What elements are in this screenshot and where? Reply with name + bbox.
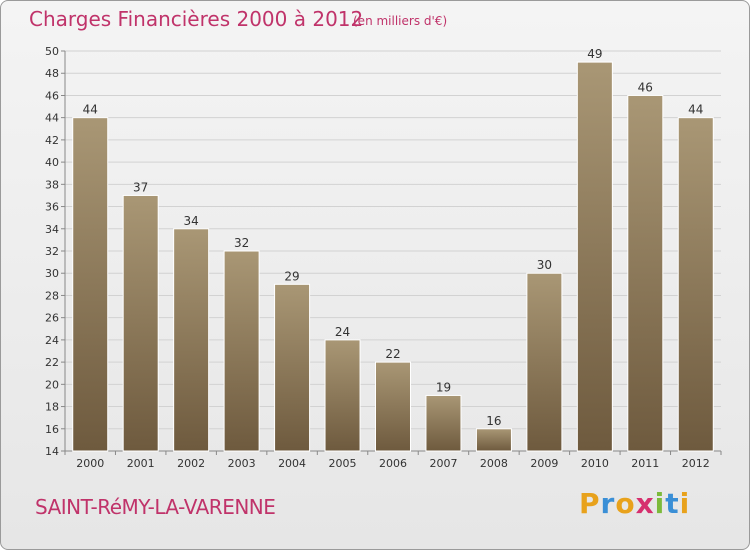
data-label: 44 — [83, 103, 98, 117]
data-label: 30 — [537, 258, 552, 272]
logo-letter: i — [679, 487, 691, 520]
data-label: 37 — [133, 180, 148, 194]
y-tick-label: 46 — [45, 89, 59, 102]
y-tick-label: 36 — [45, 201, 59, 214]
x-tick-label: 2003 — [228, 457, 256, 470]
data-label: 49 — [587, 47, 602, 61]
data-label: 22 — [385, 347, 400, 361]
town-name: SAINT-RéMY-LA-VARENNE — [35, 495, 276, 519]
data-label: 19 — [436, 380, 451, 394]
y-tick-label: 16 — [45, 423, 59, 436]
bar-2009 — [526, 272, 563, 452]
x-tick-label: 2006 — [379, 457, 407, 470]
bar-2003 — [223, 250, 260, 452]
data-label: 29 — [284, 269, 299, 283]
logo-letter: P — [579, 487, 601, 520]
x-tick-label: 2001 — [127, 457, 155, 470]
y-tick-label: 48 — [45, 67, 59, 80]
y-tick-label: 26 — [45, 312, 59, 325]
y-tick-label: 34 — [45, 223, 59, 236]
bar-2000 — [72, 117, 109, 452]
x-tick-label: 2012 — [682, 457, 710, 470]
y-tick-label: 22 — [45, 356, 59, 369]
logo-letter: i — [654, 487, 666, 520]
chart-title: Charges Financières 2000 à 2012 — [29, 7, 364, 31]
bar-2008 — [475, 428, 512, 452]
x-tick-label: 2008 — [480, 457, 508, 470]
x-tick-label: 2000 — [76, 457, 104, 470]
y-tick-label: 38 — [45, 178, 59, 191]
x-tick-label: 2004 — [278, 457, 306, 470]
bar-2012 — [677, 117, 714, 452]
y-tick-label: 18 — [45, 401, 59, 414]
logo-letter: t — [665, 487, 680, 520]
y-tick-label: 28 — [45, 289, 59, 302]
data-label: 44 — [688, 103, 703, 117]
labels: 14 16 18 20 22 24 26 28 30 32 34 36 38 40 42 44 46 48 50 44… — [45, 45, 710, 470]
y-tick-label: 40 — [45, 156, 59, 169]
chart-unit: (en milliers d'€) — [353, 14, 448, 28]
logo-letter: x — [635, 487, 655, 520]
bar-2010 — [576, 61, 613, 452]
data-label: 46 — [638, 80, 653, 94]
x-tick-label: 2010 — [581, 457, 609, 470]
logo-letter: r — [600, 487, 616, 520]
x-tick-label: 2007 — [429, 457, 457, 470]
bar-2002 — [173, 228, 210, 452]
bar-2006 — [375, 361, 411, 452]
logo-letter: o — [615, 487, 636, 520]
y-tick-label: 32 — [45, 245, 59, 258]
x-tick-label: 2002 — [177, 457, 205, 470]
y-tick-label: 50 — [45, 45, 59, 58]
data-label: 24 — [335, 325, 350, 339]
y-tick-label: 14 — [45, 445, 59, 458]
bar-2001 — [122, 194, 159, 452]
y-tick-label: 30 — [45, 267, 59, 280]
y-tick-label: 24 — [45, 334, 59, 347]
bar-2005 — [324, 339, 361, 452]
data-label: 34 — [184, 214, 199, 228]
proxiti-logo: Proxiti — [579, 487, 690, 520]
x-tick-label: 2011 — [631, 457, 659, 470]
data-label: 16 — [486, 414, 501, 428]
x-tick-label: 2005 — [329, 457, 357, 470]
bar-2007 — [425, 394, 462, 452]
bar-2011 — [627, 94, 664, 452]
y-tick-label: 44 — [45, 112, 59, 125]
y-tick-label: 42 — [45, 134, 59, 147]
data-label: 32 — [234, 236, 249, 250]
y-tick-label: 20 — [45, 378, 59, 391]
bars — [72, 61, 714, 452]
x-tick-label: 2009 — [530, 457, 558, 470]
bar-2004 — [274, 283, 311, 452]
